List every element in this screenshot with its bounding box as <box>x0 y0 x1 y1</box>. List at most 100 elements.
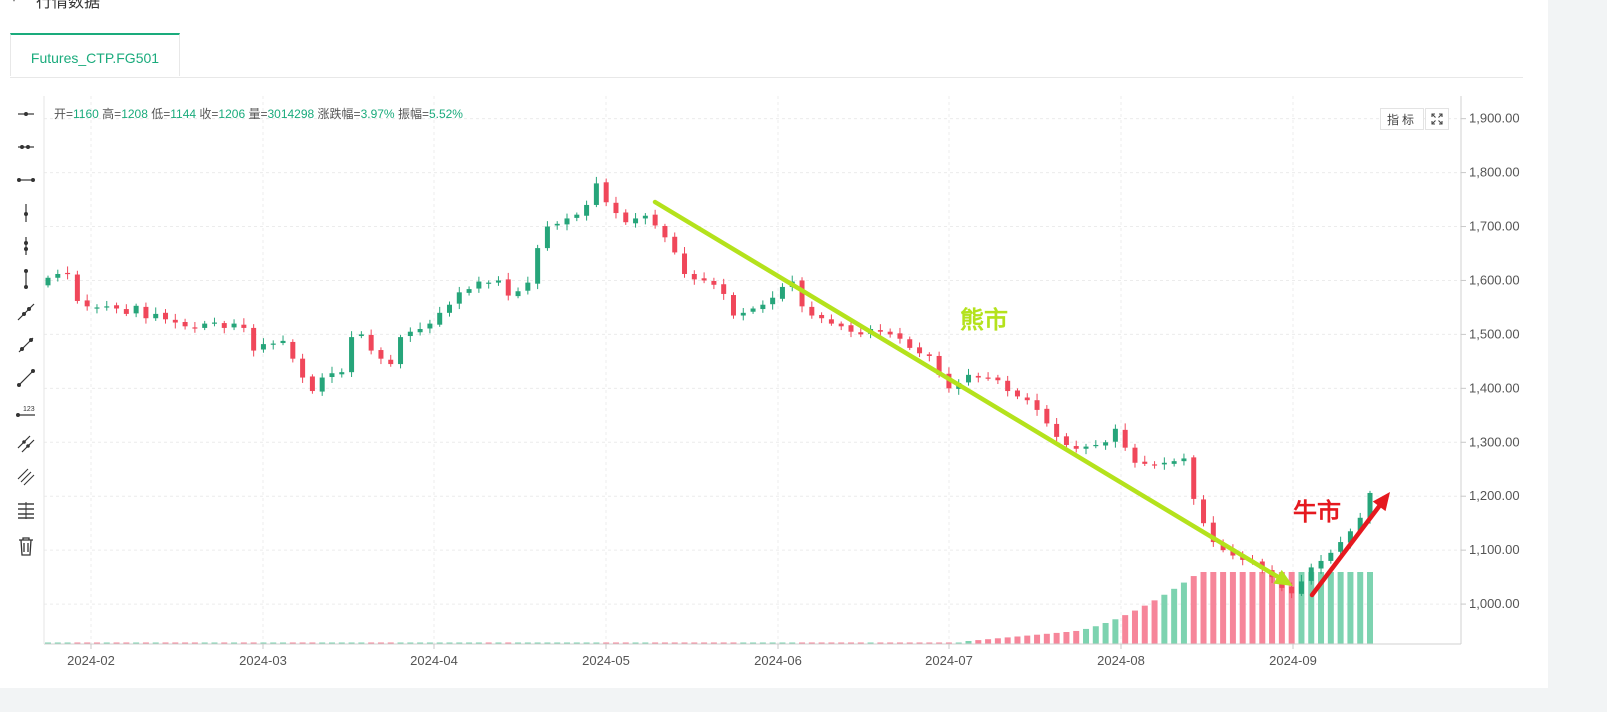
volume-bar <box>926 642 933 644</box>
candle <box>1005 375 1011 397</box>
indicator-button[interactable]: 指标 <box>1380 108 1424 130</box>
volume-bar <box>1083 628 1090 644</box>
straight-line-icon[interactable] <box>10 364 42 392</box>
close-label: 收= <box>199 107 219 121</box>
candle <box>495 276 501 286</box>
y-tick-label: 1,300.00 <box>1469 434 1520 449</box>
candle <box>1034 393 1040 416</box>
trash-icon[interactable] <box>10 532 42 560</box>
volume-bar <box>1278 572 1285 644</box>
volume-bar <box>544 642 551 644</box>
vertical-ray-icon[interactable] <box>10 199 42 227</box>
volume-bar <box>103 642 110 644</box>
volume-bar <box>1004 637 1011 644</box>
volume-bar <box>1151 600 1158 644</box>
volume-bar <box>975 640 982 644</box>
candle <box>270 340 276 350</box>
low-value: 1144 <box>170 107 197 121</box>
candle <box>339 368 345 378</box>
svg-text:123: 123 <box>23 406 35 413</box>
volume-bar <box>309 642 316 644</box>
volume-bar <box>1239 572 1246 644</box>
candle <box>584 200 590 221</box>
volume-bar <box>906 642 913 644</box>
volume-bar <box>740 642 747 644</box>
candle <box>1112 424 1118 448</box>
volume-bar <box>524 642 531 644</box>
candle <box>45 275 51 288</box>
horizontal-ray-icon[interactable] <box>10 100 42 128</box>
low-label: 低= <box>151 107 171 121</box>
panel-title: 行情数据 <box>36 0 101 11</box>
volume-bar <box>505 642 512 644</box>
ray-icon[interactable] <box>10 298 42 326</box>
x-tick-label: 2024-08 <box>1097 653 1145 668</box>
volume-bar <box>250 642 257 644</box>
candle <box>104 300 110 311</box>
volume-bar <box>701 642 708 644</box>
vertical-segment-icon[interactable] <box>10 232 42 260</box>
horizontal-segment-icon[interactable] <box>10 133 42 161</box>
parallel-channel-icon[interactable] <box>10 430 42 458</box>
candle <box>378 347 384 365</box>
candle <box>172 313 178 329</box>
high-label: 高= <box>102 107 122 121</box>
chevron-down-icon[interactable]: ▽ <box>9 0 19 4</box>
amplitude-label: 振幅= <box>397 107 429 121</box>
annotation-label: 牛市 <box>1293 498 1341 526</box>
volume-bar <box>142 642 149 644</box>
candle <box>1201 495 1207 527</box>
price-line-icon[interactable]: 123 <box>10 397 42 425</box>
close-value: 1206 <box>218 107 246 121</box>
expand-icon <box>1431 113 1443 125</box>
volume-bar <box>652 642 659 644</box>
volume-bar <box>730 642 737 644</box>
candle <box>241 318 247 333</box>
volume-bar <box>593 642 600 644</box>
candle <box>163 309 169 324</box>
horizontal-levels-icon[interactable] <box>10 496 42 524</box>
volume-bar <box>808 642 815 644</box>
candle <box>995 374 1001 385</box>
volume-bar <box>1229 572 1236 644</box>
volume-bar <box>779 642 786 644</box>
volume-bar <box>681 642 688 644</box>
volume-bar <box>661 642 668 644</box>
candle <box>897 327 903 344</box>
candle <box>1044 405 1050 427</box>
candle <box>505 272 511 301</box>
volume-bar <box>368 642 375 644</box>
candle <box>907 336 913 351</box>
fibonacci-icon[interactable] <box>10 463 42 491</box>
candle <box>182 318 188 330</box>
volume-bar <box>945 642 952 644</box>
volume-bar <box>495 642 502 644</box>
volume-bar <box>93 642 100 644</box>
change-value: 3.97% <box>360 107 395 121</box>
candle <box>1328 549 1334 564</box>
volume-bar <box>985 639 992 644</box>
candle <box>525 276 531 295</box>
volume-bar <box>64 642 71 644</box>
candle <box>65 266 71 280</box>
volume-bar <box>240 642 247 644</box>
candle <box>603 178 609 207</box>
volume-bar <box>1122 615 1129 644</box>
horizontal-line-icon[interactable] <box>10 166 42 194</box>
candle <box>926 352 932 362</box>
candle <box>437 306 443 327</box>
segment-icon[interactable] <box>10 331 42 359</box>
volume-bar <box>1200 572 1207 644</box>
volume-bar <box>377 642 384 644</box>
volume-bar <box>1298 572 1305 644</box>
volume-bar <box>280 642 287 644</box>
candle <box>1298 574 1304 596</box>
vertical-line-icon[interactable] <box>10 265 42 293</box>
tab-futures-fg501[interactable]: Futures_CTP.FG501 <box>10 33 180 76</box>
volume-bar <box>1318 572 1325 644</box>
x-tick-label: 2024-02 <box>67 653 115 668</box>
trend-arrow <box>1309 492 1390 598</box>
fullscreen-button[interactable] <box>1425 108 1449 130</box>
